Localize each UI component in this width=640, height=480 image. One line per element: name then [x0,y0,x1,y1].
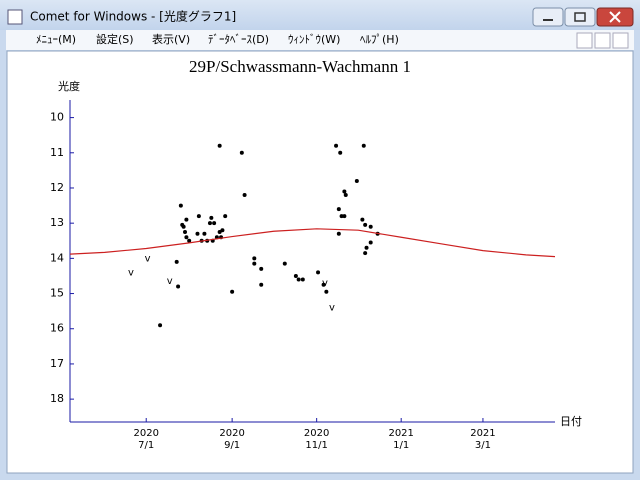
observation-point [176,284,181,289]
y-tick-label: 16 [50,322,64,335]
observation-point [339,214,344,219]
observation-point [202,231,207,236]
app-icon [7,9,23,25]
observation-point [316,270,321,275]
observation-point [178,203,183,208]
upper-limit-marker: v [145,253,151,264]
observation-point [207,221,212,226]
mdi-minimize[interactable] [576,32,593,49]
window-title: Comet for Windows - [光度グラフ1] [30,9,236,24]
observation-point [158,323,163,328]
minimize-button[interactable] [532,7,564,27]
observation-point [183,229,188,234]
observation-point [184,235,189,240]
observation-point [338,150,343,155]
observation-point [321,282,326,287]
observation-point [336,207,341,212]
observation-point [293,273,298,278]
upper-limit-marker: v [167,276,173,287]
chart: 29P/Schwassmann-Wachmann 1 光度 日付 10 11 12 1… [50,57,582,451]
observation-point [334,143,339,148]
observation-point [300,277,305,282]
observation-point [360,217,365,222]
observation-point [209,215,214,220]
observation-point [187,238,192,243]
menu-item[interactable]: ﾃﾞｰﾀﾍﾞｰｽ(D) [208,33,269,46]
observation-point [217,143,222,148]
observation-point [259,266,264,271]
menu-item[interactable]: ｳｨﾝﾄﾞｳ(W) [288,33,340,46]
menu-item[interactable]: ﾍﾙﾌﾟ(H) [360,33,399,46]
menu-bar [6,30,634,50]
x-tick-label: 2021 [470,428,495,439]
observation-point [220,228,225,233]
y-tick-label: 10 [50,111,64,124]
observation-point [363,251,368,256]
y-axis-label: 光度 [58,79,80,93]
observation-point [336,231,341,236]
y-tick-label: 18 [50,392,64,405]
x-tick-label: 2020 [219,428,244,439]
menu-items: ﾒﾆｭｰ(M) 設定(S) 表示(V) ﾃﾞｰﾀﾍﾞｰｽ(D) ｳｨﾝﾄﾞｳ(W) ﾍﾙﾌ… [36,32,399,46]
observation-point [324,289,329,294]
x-tick-label: 9/1 [224,440,240,451]
observation-point [239,150,244,155]
menu-item[interactable]: ﾒﾆｭｰ(M) [36,33,76,46]
observation-point [196,214,201,219]
chart-area [6,50,634,474]
menu-item[interactable]: 設定(S) [96,32,134,46]
observation-point [363,222,368,227]
x-axis-label: 日付 [560,415,582,428]
x-tick-label: 2020 [133,428,158,439]
observation-point [368,224,373,229]
x-tick-label: 7/1 [138,440,154,451]
close-glyph [609,11,621,23]
observation-point [282,261,287,266]
maximize-glyph [574,12,586,22]
observation-point [242,193,247,198]
observation-point [354,178,359,183]
x-tick-label: 2020 [304,428,329,439]
upper-limit-marker: v [329,303,335,314]
observation-point [252,256,257,261]
y-tick-label: 12 [50,181,64,194]
x-tick-label: 11/1 [305,440,327,451]
observation-point [230,289,235,294]
observation-point [252,261,257,266]
y-tick-label: 13 [50,216,64,229]
y-tick-label: 15 [50,287,64,300]
mdi-restore[interactable] [594,32,611,49]
observation-point [342,189,347,194]
observation-point [184,217,189,222]
observation-point [259,282,264,287]
x-tick-label: 1/1 [393,440,409,451]
chart-title: 29P/Schwassmann-Wachmann 1 [189,57,411,76]
observation-point [343,193,348,198]
observation-point [181,224,186,229]
observation-point [342,214,347,219]
observation-point [361,143,366,148]
mdi-close[interactable] [612,32,629,49]
x-tick-label: 3/1 [475,440,491,451]
y-tick-label: 11 [50,146,64,159]
upper-limit-marker: v [128,267,134,278]
observation-point [223,214,228,219]
upper-limit-marker: v [322,278,328,289]
observation-point [364,245,369,250]
maximize-button[interactable] [564,7,596,27]
observation-point [368,240,373,245]
y-tick-label: 17 [50,357,64,370]
observation-point [212,221,217,226]
observation-point [174,259,179,264]
y-tick-label: 14 [50,251,64,264]
observation-point [296,277,301,282]
menu-item[interactable]: 表示(V) [152,32,190,46]
x-tick-label: 2021 [388,428,413,439]
model-curve [69,228,556,258]
observation-point [195,231,200,236]
